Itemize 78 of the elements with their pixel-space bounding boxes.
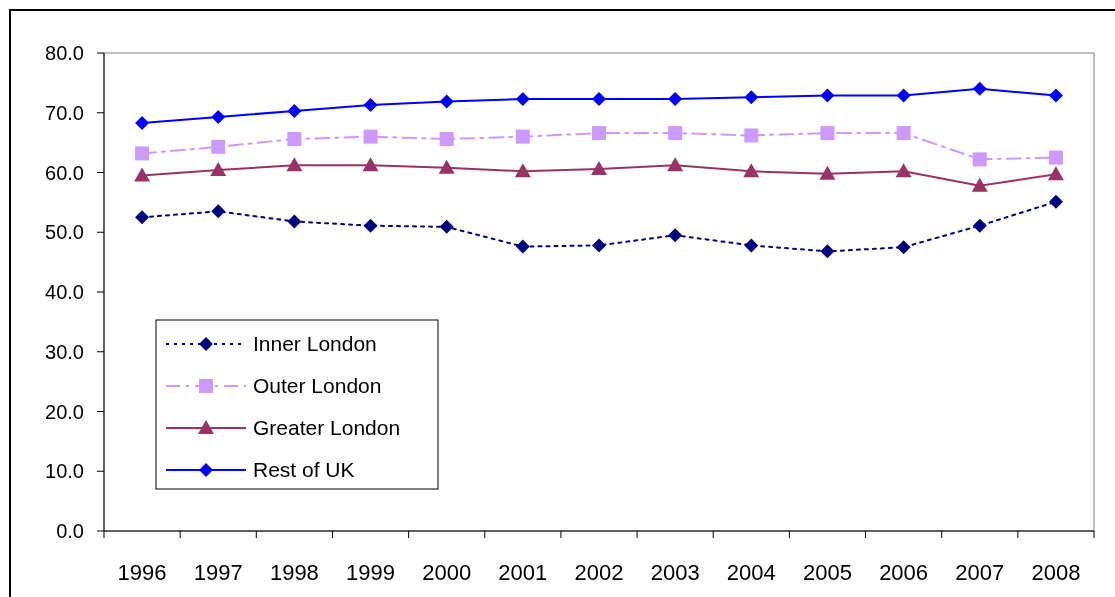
x-tick-label: 2008 — [1031, 560, 1081, 585]
point — [592, 92, 606, 107]
point — [287, 214, 302, 229]
y-tick-label: 40.0 — [45, 281, 84, 303]
point — [211, 139, 226, 154]
point — [211, 204, 226, 219]
point — [667, 157, 684, 172]
x-tick-label: 2007 — [955, 560, 1005, 585]
x-tick-label: 1998 — [269, 560, 319, 585]
x-tick-label: 2004 — [726, 560, 776, 585]
point — [819, 165, 836, 180]
x-tick-label: 2005 — [802, 560, 852, 585]
point — [515, 129, 530, 144]
point — [286, 157, 303, 172]
y-tick-label: 80.0 — [45, 42, 84, 64]
point — [363, 218, 378, 233]
point — [972, 152, 987, 167]
legend-label: Outer London — [253, 374, 382, 398]
point — [514, 163, 531, 178]
point — [439, 94, 454, 109]
point — [515, 239, 530, 254]
point — [438, 159, 455, 174]
point — [820, 126, 835, 141]
y-tick-label: 0.0 — [56, 520, 84, 542]
point — [896, 88, 911, 103]
point — [591, 160, 607, 175]
y-tick-label: 20.0 — [45, 400, 84, 423]
point — [972, 81, 987, 96]
point — [287, 132, 302, 147]
point — [135, 115, 150, 130]
x-tick-label: 1999 — [346, 560, 396, 585]
point — [1048, 194, 1063, 209]
y-tick-label: 70.0 — [45, 101, 84, 124]
x-tick-label: 1996 — [117, 560, 167, 585]
y-tick-label: 60.0 — [45, 161, 84, 184]
legend-label: Greater London — [253, 416, 401, 440]
x-tick-label: 2002 — [574, 560, 624, 585]
point — [287, 103, 302, 118]
point — [743, 163, 760, 178]
point — [668, 126, 683, 141]
y-tick-label: 10.0 — [45, 460, 84, 483]
point — [1048, 88, 1063, 103]
y-tick-label: 50.0 — [45, 221, 84, 244]
point — [820, 244, 835, 259]
x-tick-label: 1997 — [193, 560, 243, 585]
point — [210, 162, 227, 177]
point — [820, 88, 835, 103]
y-tick-label: 30.0 — [45, 340, 84, 363]
point — [744, 128, 759, 143]
point — [744, 238, 759, 253]
x-tick-label: 2003 — [650, 560, 700, 585]
point — [971, 177, 988, 192]
point — [895, 163, 912, 178]
point — [972, 218, 987, 233]
point — [592, 238, 606, 253]
point — [896, 126, 911, 141]
point — [744, 90, 759, 105]
legend-label: Inner London — [253, 332, 377, 356]
point — [211, 109, 226, 124]
point — [135, 210, 150, 225]
point — [363, 97, 378, 112]
x-tick-label: 2001 — [498, 560, 548, 585]
x-tick-label: 2006 — [879, 560, 929, 585]
point — [363, 129, 378, 144]
point — [135, 146, 150, 161]
point — [668, 92, 683, 107]
point — [515, 92, 530, 107]
legend-label: Rest of UK — [253, 458, 355, 482]
point — [439, 219, 454, 234]
point — [668, 228, 683, 243]
point — [896, 240, 911, 255]
point — [1048, 150, 1063, 165]
point — [439, 132, 454, 147]
point — [1047, 166, 1064, 181]
point — [362, 157, 379, 172]
point — [134, 167, 151, 182]
x-tick-label: 2000 — [422, 560, 472, 585]
point — [592, 126, 606, 141]
